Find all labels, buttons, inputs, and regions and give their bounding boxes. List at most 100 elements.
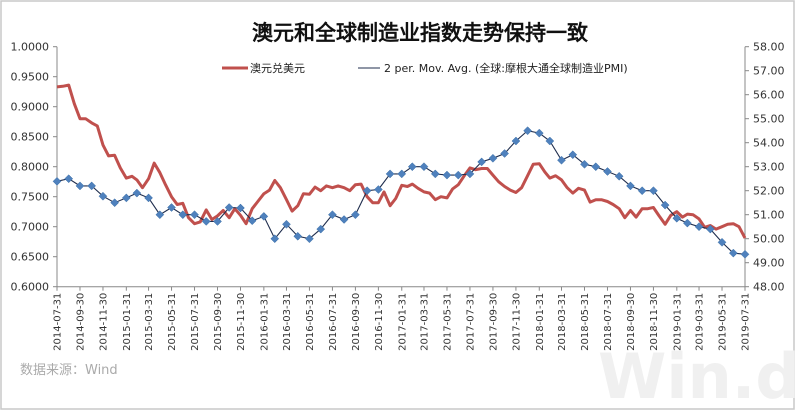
- x-tick-label: 2014-09-30: [75, 293, 86, 351]
- pmi-marker: [580, 159, 589, 169]
- x-tick-label: 2018-03-31: [557, 293, 568, 351]
- pmi-marker: [407, 162, 417, 172]
- pmi-marker: [282, 219, 291, 229]
- x-tick-label: 2019-05-31: [718, 293, 729, 351]
- right-tick-label: 49.00: [753, 257, 785, 270]
- x-tick-label: 2018-11-30: [649, 293, 660, 351]
- pmi-marker: [155, 210, 165, 220]
- x-tick-label: 2015-01-31: [122, 293, 133, 351]
- watermark: Win.d: [598, 340, 796, 411]
- pmi-marker: [603, 167, 612, 176]
- pmi-marker: [110, 198, 120, 208]
- right-tick-label: 48.00: [753, 281, 785, 294]
- x-tick-label: 2018-09-30: [626, 293, 637, 351]
- pmi-marker: [305, 234, 314, 244]
- right-tick-label: 53.00: [753, 161, 785, 174]
- left-tick-label: 0.6000: [11, 281, 50, 294]
- x-tick-label: 2016-01-31: [259, 293, 270, 351]
- pmi-marker: [64, 174, 74, 184]
- pmi-marker: [144, 193, 153, 203]
- pmi-marker: [339, 215, 349, 224]
- x-tick-label: 2015-11-30: [236, 293, 247, 351]
- pmi-marker: [178, 210, 188, 220]
- pmi-marker: [385, 169, 395, 179]
- aud-usd-line: [56, 83, 747, 239]
- legend: 澳元兑美元 2 per. Mov. Avg. (全球:摩根大通全球制造业PMI): [222, 61, 628, 75]
- pmi-marker: [190, 210, 199, 220]
- pmi-marker: [568, 150, 578, 160]
- x-tick-label: 2016-03-31: [282, 293, 293, 351]
- pmi-marker: [728, 248, 738, 258]
- left-tick-label: 0.9000: [11, 101, 50, 114]
- right-tick-label: 57.00: [753, 65, 785, 78]
- pmi-marker: [87, 181, 97, 191]
- pmi-marker: [465, 169, 475, 179]
- right-tick-label: 50.00: [753, 233, 785, 246]
- pmi-marker: [270, 234, 280, 244]
- pmi-marker: [167, 203, 176, 212]
- plot-area: [52, 83, 750, 259]
- pmi-marker: [511, 136, 521, 146]
- pmi-marker: [419, 162, 429, 172]
- x-tick-label: 2017-11-30: [511, 293, 522, 351]
- right-tick-label: 51.00: [753, 209, 785, 222]
- x-tick-label: 2016-11-30: [374, 293, 385, 351]
- right-tick-label: 54.00: [753, 137, 785, 150]
- x-tick-label: 2017-01-31: [397, 293, 408, 351]
- source-note: 数据来源：Wind: [20, 363, 118, 378]
- left-tick-label: 0.8000: [11, 161, 50, 174]
- left-tick-label: 0.7000: [11, 221, 50, 234]
- pmi-marker: [442, 170, 452, 180]
- pmi-marker: [121, 193, 131, 203]
- pmi-marker: [351, 210, 360, 220]
- x-tick-label: 2016-05-31: [305, 293, 316, 351]
- pmi-marker: [316, 224, 326, 234]
- pmi-marker: [614, 171, 624, 181]
- pmi-marker: [500, 149, 509, 158]
- pmi-marker: [374, 185, 383, 194]
- x-tick-label: 2015-03-31: [144, 293, 155, 351]
- x-tick-label: 2014-11-30: [98, 293, 109, 351]
- pmi-marker: [397, 169, 407, 179]
- x-tick-label: 2015-09-30: [213, 293, 224, 351]
- x-tick-label: 2016-09-30: [351, 293, 362, 351]
- pmi-marker: [477, 157, 486, 167]
- pmi-marker: [224, 203, 234, 212]
- x-tick-label: 2018-01-31: [535, 293, 546, 351]
- pmi-marker: [132, 188, 142, 198]
- chart-title: 澳元和全球制造业指数走势保持一致: [252, 20, 589, 45]
- pmi-marker: [534, 128, 544, 138]
- pmi-marker: [637, 186, 647, 196]
- pmi-marker: [201, 217, 211, 226]
- pmi-marker: [488, 153, 498, 163]
- pmi-marker: [626, 181, 635, 191]
- pmi-marker: [649, 186, 658, 196]
- pmi-marker: [98, 191, 108, 201]
- pmi-marker: [682, 218, 692, 228]
- x-tick-label: 2017-05-31: [442, 293, 453, 351]
- right-tick-label: 55.00: [753, 113, 785, 126]
- x-tick-label: 2019-01-31: [672, 293, 683, 351]
- right-tick-label: 58.00: [753, 41, 785, 54]
- x-tick-label: 2014-07-31: [53, 293, 64, 351]
- pmi-marker: [236, 203, 245, 213]
- pmi-marker: [75, 181, 85, 191]
- x-tick-label: 2017-07-31: [465, 293, 476, 351]
- left-tick-label: 1.0000: [11, 41, 50, 54]
- x-tick-label: 2019-07-31: [741, 293, 752, 351]
- pmi-marker: [694, 222, 704, 232]
- left-tick-label: 0.6500: [11, 251, 50, 264]
- pmi-marker: [740, 249, 750, 259]
- pmi-marker: [717, 237, 727, 247]
- x-tick-label: 2015-05-31: [167, 293, 178, 351]
- pmi-marker: [523, 126, 532, 136]
- pmi-marker: [660, 200, 670, 210]
- pmi-marker: [591, 162, 601, 172]
- pmi-marker: [247, 216, 257, 226]
- pmi-marker: [453, 170, 463, 180]
- x-tick-label: 2019-03-31: [695, 293, 706, 351]
- pmi-marker: [362, 186, 372, 196]
- axes: 1.0000 0.9500 0.9000 0.8500 0.8000 0.7500 0.70…: [11, 41, 785, 351]
- legend-label-aud: 澳元兑美元: [250, 61, 305, 75]
